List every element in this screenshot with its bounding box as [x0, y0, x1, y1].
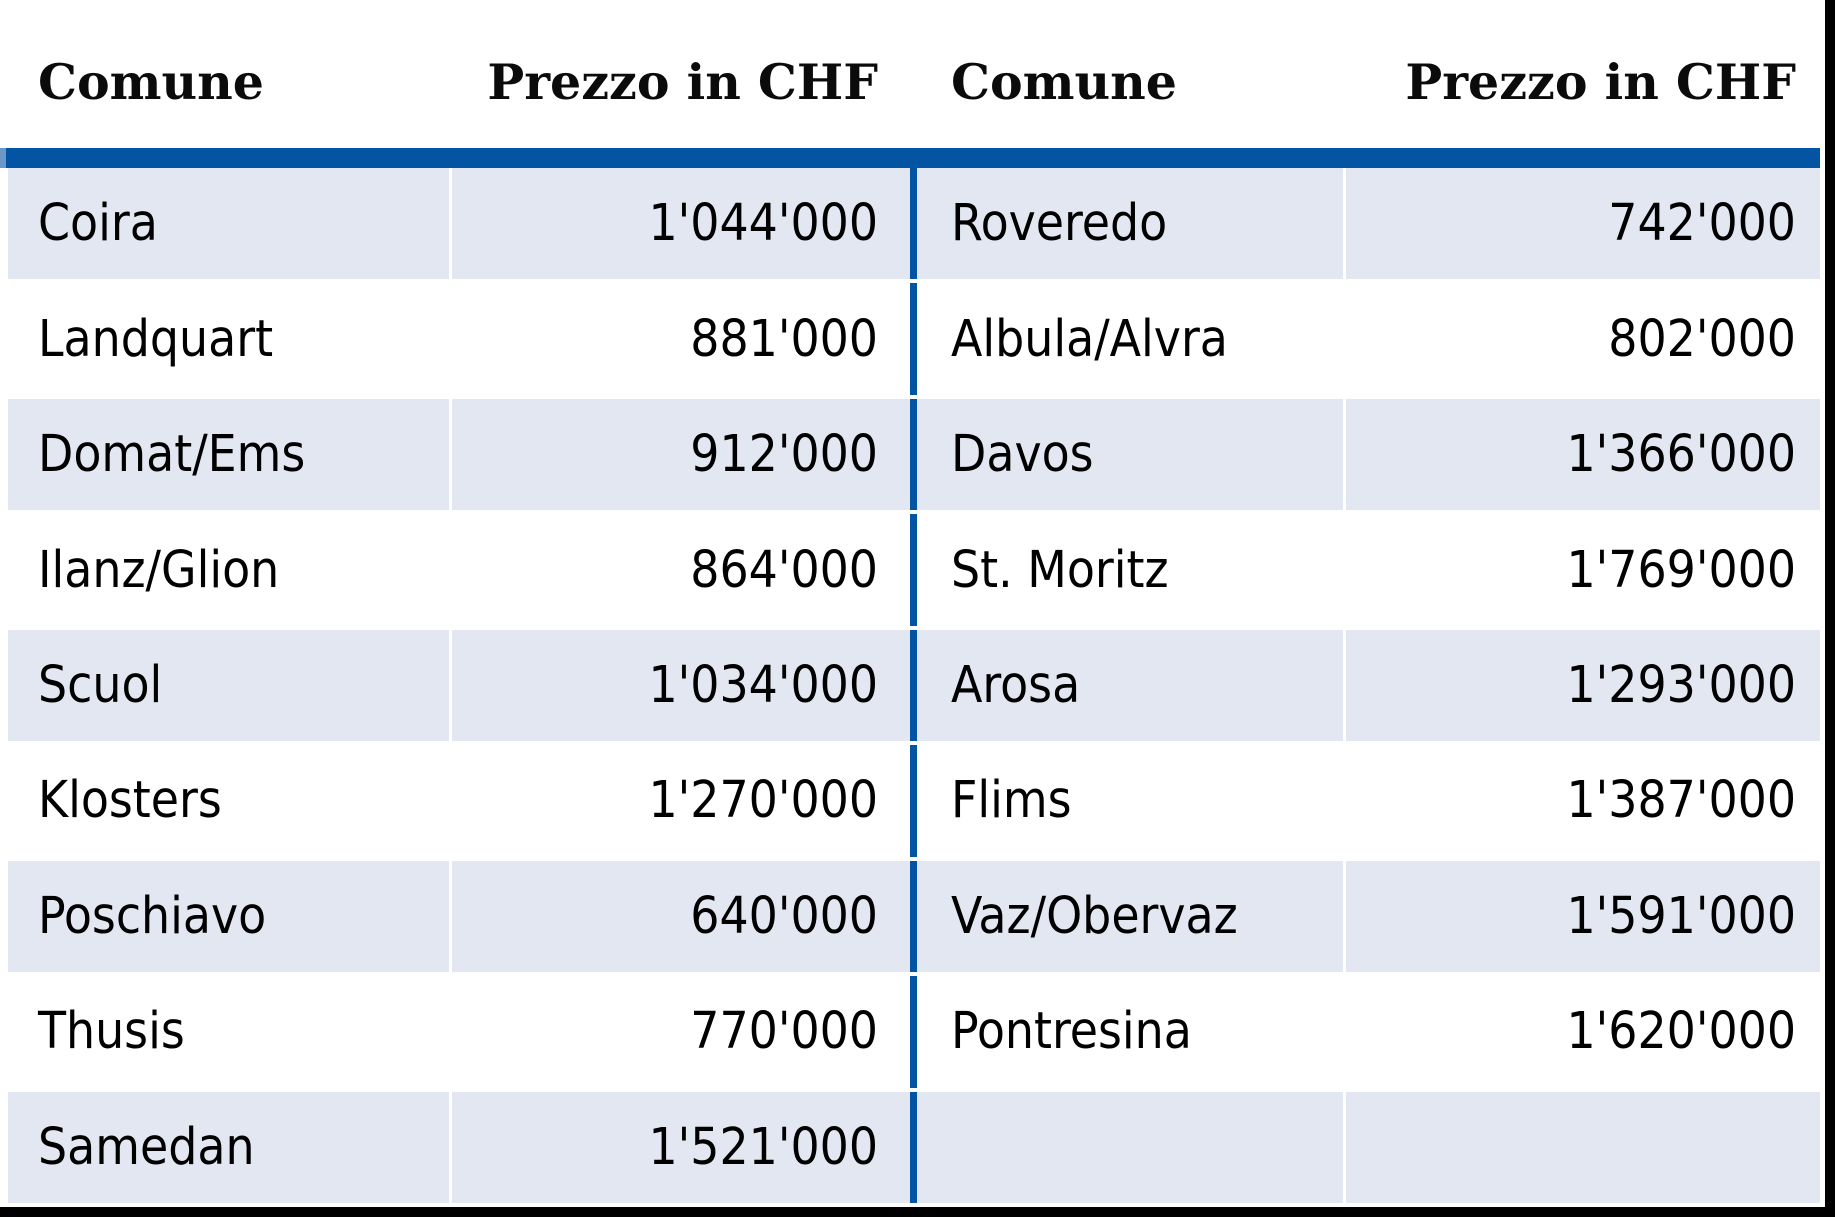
prezzo-cell: 864'000 [690, 540, 878, 600]
prezzo-cell: 1'521'000 [452, 1091, 910, 1203]
comune-cell: Thusis [38, 1002, 185, 1062]
table-row: Scuol 1'034'000 Arosa 1'293'000 [0, 629, 1825, 746]
header-comune-right: Comune [951, 53, 1177, 111]
center-divider-segment [910, 514, 917, 626]
prezzo-cell: 912'000 [452, 398, 910, 511]
comune-cell: Vaz/Obervaz [917, 860, 1343, 973]
table-row: Ilanz/Glion 864'000 St. Moritz 1'769'000 [0, 514, 1825, 630]
comune-cell: Davos [917, 398, 1343, 511]
prezzo-cell: 1'270'000 [648, 771, 879, 831]
prezzo-cell: 802'000 [1608, 309, 1796, 369]
prezzo-cell: 1'366'000 [1346, 398, 1820, 511]
comune-cell: Klosters [38, 771, 222, 831]
table-row: Thusis 770'000 Pontresina 1'620'000 [0, 976, 1825, 1092]
header-separator-bar-notch [0, 148, 6, 168]
prezzo-cell [1346, 1091, 1820, 1203]
prezzo-cell: 881'000 [690, 309, 878, 369]
table-row: Landquart 881'000 Albula/Alvra 802'000 [0, 283, 1825, 399]
header-separator-bar [0, 148, 1820, 168]
comune-cell: Roveredo [917, 168, 1343, 280]
center-divider-segment [910, 860, 917, 973]
center-divider-segment [910, 398, 917, 511]
prezzo-cell: 1'387'000 [1566, 771, 1797, 831]
comune-cell: Arosa [917, 629, 1343, 742]
table-header-row: Comune Prezzo in CHF Comune Prezzo in CH… [0, 0, 1825, 148]
prezzo-cell: 1'769'000 [1566, 540, 1797, 600]
table-row: Coira 1'044'000 Roveredo 742'000 [0, 168, 1825, 284]
table-row: Poschiavo 640'000 Vaz/Obervaz 1'591'000 [0, 860, 1825, 977]
comune-cell: Albula/Alvra [951, 309, 1228, 369]
comune-cell: Scuol [8, 629, 449, 742]
prezzo-cell: 1'034'000 [452, 629, 910, 742]
prezzo-cell: 1'044'000 [452, 168, 910, 280]
prezzo-cell: 1'591'000 [1346, 860, 1820, 973]
prezzo-cell: 1'620'000 [1566, 1002, 1797, 1062]
comune-cell [917, 1091, 1343, 1203]
comune-cell: Samedan [8, 1091, 449, 1203]
prezzo-cell: 1'293'000 [1346, 629, 1820, 742]
comune-cell: St. Moritz [951, 540, 1169, 600]
comune-cell: Poschiavo [8, 860, 449, 973]
comune-cell: Domat/Ems [8, 398, 449, 511]
header-prezzo-right: Prezzo in CHF [1405, 53, 1796, 111]
comune-cell: Ilanz/Glion [38, 540, 280, 600]
center-divider-segment [910, 745, 917, 857]
prezzo-cell: 640'000 [452, 860, 910, 973]
comune-cell: Pontresina [951, 1002, 1192, 1062]
table-row: Samedan 1'521'000 [0, 1091, 1825, 1207]
header-comune-left: Comune [38, 53, 264, 111]
right-black-border [1825, 0, 1835, 1217]
center-divider-segment [910, 976, 917, 1088]
comune-cell: Flims [951, 771, 1072, 831]
center-divider-segment [910, 283, 917, 395]
center-divider-segment [910, 168, 917, 280]
prezzo-cell: 742'000 [1346, 168, 1820, 280]
table-row: Domat/Ems 912'000 Davos 1'366'000 [0, 398, 1825, 515]
table-row: Klosters 1'270'000 Flims 1'387'000 [0, 745, 1825, 861]
comune-cell: Landquart [38, 309, 274, 369]
header-prezzo-left: Prezzo in CHF [487, 53, 878, 111]
comune-cell: Coira [8, 168, 449, 280]
table-body: Coira 1'044'000 Roveredo 742'000 Landqua… [0, 168, 1825, 1207]
center-divider-segment [910, 629, 917, 742]
prezzo-cell: 770'000 [690, 1002, 878, 1062]
bottom-black-border [0, 1207, 1835, 1217]
center-divider-segment [910, 1091, 917, 1203]
